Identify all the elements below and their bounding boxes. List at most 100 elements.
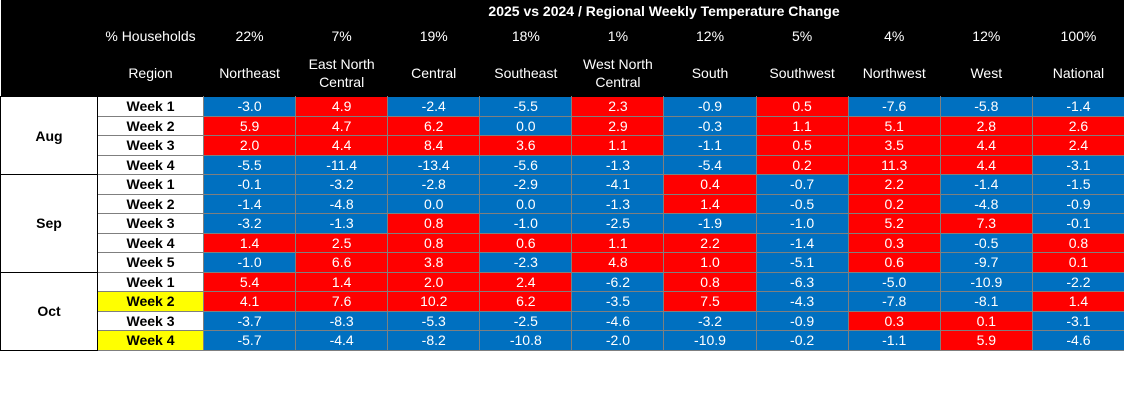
temperature-change: -9.7	[939, 252, 1033, 273]
temperature-change: 2.0	[202, 135, 297, 156]
temperature-change: -8.3	[295, 310, 389, 331]
households-share: 22%	[203, 22, 296, 50]
temperature-change: -1.4	[939, 174, 1033, 195]
temperature-change: 1.4	[663, 193, 757, 214]
week-row: Week 5 -1.0 6.6 3.8 -2.3 4.8 1.0 -5.1 0.6 -9.7 0.1	[1, 252, 1124, 273]
temperature-change: -0.9	[663, 96, 757, 117]
temperature-change: -0.3	[663, 115, 757, 136]
temperature-change: -2.0	[571, 330, 665, 351]
temperature-change: 5.4	[202, 271, 297, 292]
temperature-change: 1.4	[1031, 291, 1124, 312]
temperature-change: 5.9	[939, 330, 1033, 351]
temperature-change: 5.9	[202, 115, 297, 136]
week-label: Week 5	[97, 252, 204, 273]
temperature-change: 0.8	[387, 213, 481, 234]
temperature-change: -0.1	[1031, 213, 1124, 234]
temperature-change: 1.4	[202, 232, 297, 253]
temperature-change: 2.8	[939, 115, 1033, 136]
week-label: Week 1	[97, 174, 204, 195]
temperature-change: -0.5	[755, 193, 849, 214]
temperature-change: -0.1	[202, 174, 297, 195]
temperature-change: -3.1	[1031, 154, 1124, 175]
temperature-change: -5.5	[479, 96, 573, 117]
temperature-change: 7.3	[939, 213, 1033, 234]
temperature-change: 0.6	[847, 252, 941, 273]
temperature-change: -1.1	[847, 330, 941, 351]
households-share: 7%	[295, 22, 388, 50]
temperature-change: -4.6	[1031, 330, 1124, 351]
temperature-change: -3.2	[295, 174, 389, 195]
temperature-change: 11.3	[847, 154, 941, 175]
temperature-change: 0.3	[847, 232, 941, 253]
temperature-change: 0.8	[1031, 232, 1124, 253]
week-row: Week 4 -5.5 -11.4 -13.4 -5.6 -1.3 -5.4 0.2 11.3 4…	[1, 154, 1124, 175]
temperature-change: 0.4	[663, 174, 757, 195]
temperature-change: -3.5	[571, 291, 665, 312]
temperature-change: 6.6	[295, 252, 389, 273]
temperature-change: -4.1	[571, 174, 665, 195]
temperature-change: 0.0	[479, 193, 573, 214]
temperature-change: -4.8	[295, 193, 389, 214]
temperature-table: 2025 vs 2024 / Regional Weekly Temperatu…	[0, 0, 1124, 351]
temperature-change: 0.0	[387, 193, 481, 214]
region-name: Central	[387, 50, 480, 97]
temperature-change: 0.1	[939, 310, 1033, 331]
households-row: % Households 22% 7% 19% 18% 1% 12% 5% 4% 12% 100%	[0, 22, 1124, 50]
temperature-change: 0.8	[663, 271, 757, 292]
households-share: 4%	[848, 22, 941, 50]
temperature-change: -4.6	[571, 310, 665, 331]
households-share: 12%	[663, 22, 757, 50]
month-label: Sep	[0, 174, 98, 273]
temperature-change: 2.0	[387, 271, 481, 292]
households-share: 19%	[387, 22, 480, 50]
temperature-change: -13.4	[387, 154, 481, 175]
temperature-change: 6.2	[479, 291, 573, 312]
temperature-change: -2.5	[571, 213, 665, 234]
temperature-change: -6.3	[755, 271, 849, 292]
temperature-change: -1.0	[202, 252, 297, 273]
region-name: Southwest	[756, 50, 849, 97]
temperature-change: -1.4	[1031, 96, 1124, 117]
temperature-change: -5.1	[755, 252, 849, 273]
temperature-change: 4.1	[202, 291, 297, 312]
month-label: Aug	[0, 96, 98, 175]
temperature-change: 10.2	[387, 291, 481, 312]
temperature-change: 2.5	[295, 232, 389, 253]
region-name: National	[1032, 50, 1124, 97]
temperature-change: -2.9	[479, 174, 573, 195]
temperature-change: 7.5	[663, 291, 757, 312]
temperature-change: -2.5	[479, 310, 573, 331]
header-blank	[0, 0, 204, 22]
temperature-change: 4.8	[571, 252, 665, 273]
temperature-change: -5.7	[202, 330, 297, 351]
week-row: Aug Week 1 -3.0 4.9 -2.4 -5.5 2.3 -0.9 0.5 -7.6 -5…	[0, 96, 1124, 175]
temperature-change: 7.6	[295, 291, 389, 312]
week-row: Week 3 -3.7 -8.3 -5.3 -2.5 -4.6 -3.2 -0.9 0.3 0.1…	[1, 310, 1124, 331]
month-label: Oct	[0, 271, 98, 351]
temperature-change: 2.3	[571, 96, 665, 117]
temperature-change: 5.2	[847, 213, 941, 234]
temperature-change: 1.1	[755, 115, 849, 136]
temperature-change: 0.2	[755, 154, 849, 175]
week-label: Week 4	[97, 330, 204, 351]
temperature-change: -10.9	[939, 271, 1033, 292]
temperature-change: 0.5	[755, 135, 849, 156]
region-row: Region Northeast East North Central Central…	[0, 50, 1124, 97]
temperature-change: 1.1	[571, 135, 665, 156]
temperature-change: 1.1	[571, 232, 665, 253]
temperature-change: -2.2	[1031, 271, 1124, 292]
week-row: Sep Week 1 -0.1 -3.2 -2.8 -2.9 -4.1 0.4 -0.7 2.2-…	[0, 174, 1124, 273]
temperature-change: -8.1	[939, 291, 1033, 312]
temperature-change: 3.6	[479, 135, 573, 156]
temperature-change: 0.2	[847, 193, 941, 214]
week-row: Week 2 5.9 4.7 6.2 0.0 2.9 -0.3 1.1 5.1 2.8 2.6	[1, 115, 1124, 136]
week-row: Week 2 -1.4 -4.8 0.0 0.0 -1.3 1.4 -0.5 0.2 -4.8 -0…	[1, 193, 1124, 214]
temperature-change: -0.2	[755, 330, 849, 351]
temperature-change: 0.5	[755, 96, 849, 117]
temperature-change: 2.9	[571, 115, 665, 136]
temperature-change: -6.2	[571, 271, 665, 292]
header-blank	[0, 22, 98, 50]
temperature-change: -3.1	[1031, 310, 1124, 331]
temperature-change: 4.4	[939, 135, 1033, 156]
